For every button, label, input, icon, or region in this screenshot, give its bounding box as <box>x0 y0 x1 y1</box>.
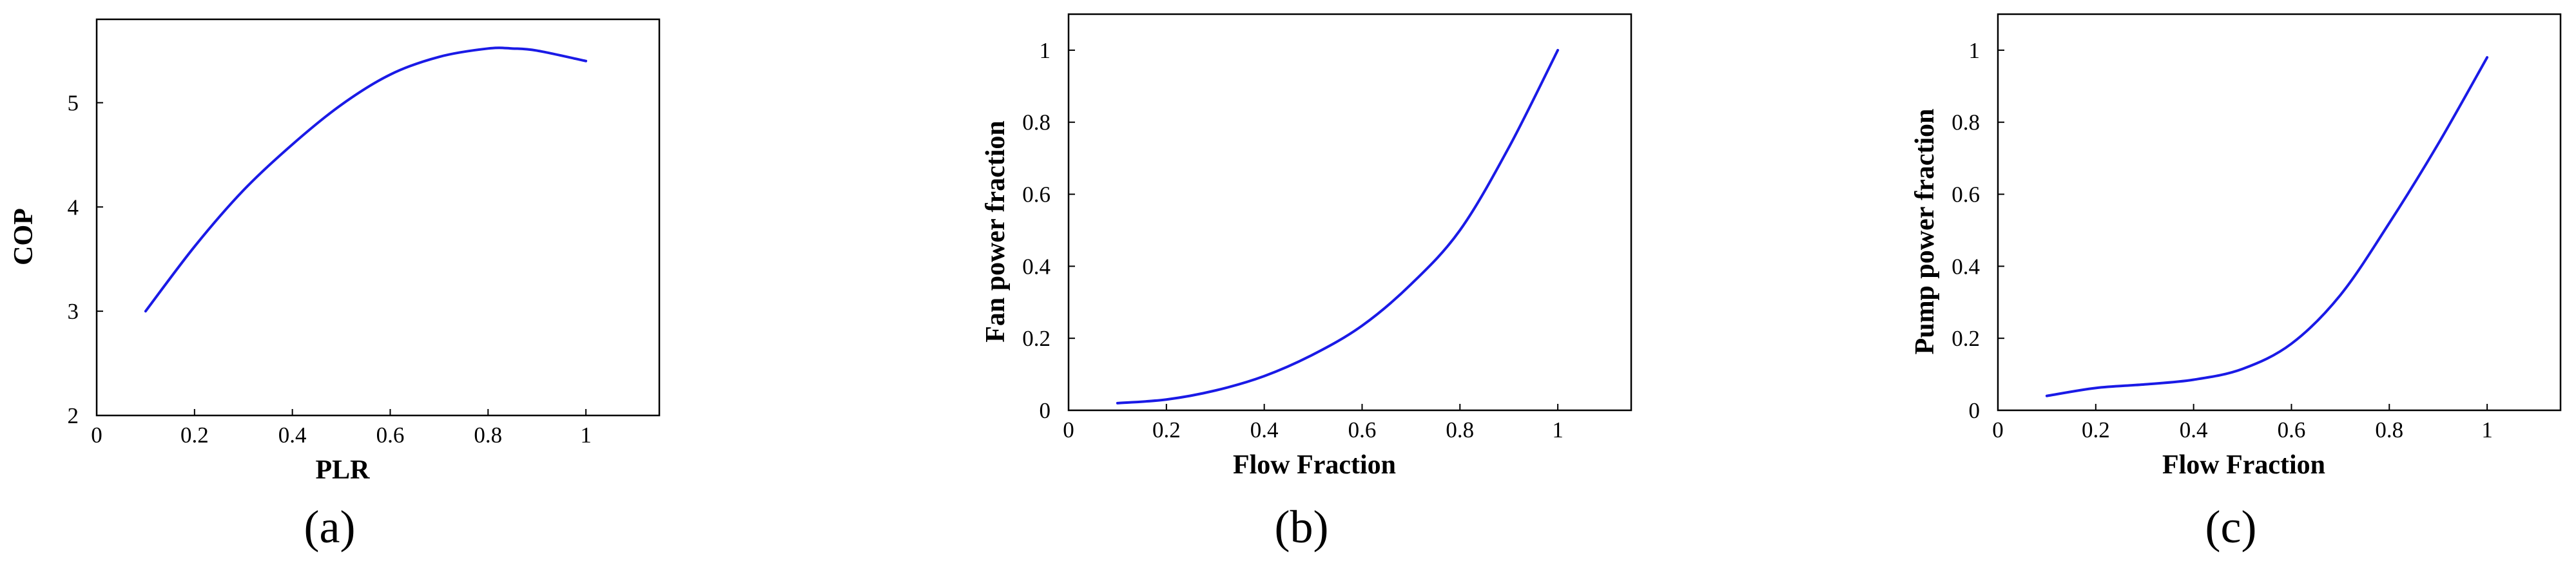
chart-panel-b: 0 0.2 0.4 0.6 0.8 1 0 0.2 0.4 0.6 0.8 1 Flow Fractio… <box>981 13 1632 553</box>
y-tick-label: 0.6 <box>1022 182 1051 207</box>
y-tick-label: 0.8 <box>1951 110 1980 135</box>
plot-frame <box>1067 13 1632 412</box>
plot-frame <box>95 18 661 417</box>
plot-frame <box>1997 13 2562 412</box>
chart-panel-c: 0 0.2 0.4 0.6 0.8 1 0 0.2 0.4 0.6 0.8 1 Flow Fractio… <box>1910 13 2562 553</box>
y-tick-label: 3 <box>68 299 79 324</box>
y-axis-title: Fan power fraction <box>981 120 1011 343</box>
x-axis-title: PLR <box>316 455 371 485</box>
x-tick-label: 0.2 <box>180 423 209 448</box>
y-tick-label: 0.8 <box>1022 110 1051 135</box>
x-tick-label: 0.4 <box>2180 417 2208 443</box>
y-tick-label: 0 <box>1969 398 1980 423</box>
y-axis-title: COP <box>9 208 39 265</box>
y-tick-label: 1 <box>1040 38 1051 63</box>
x-tick-label: 0.4 <box>1250 417 1279 443</box>
y-tick-label: 0 <box>1040 398 1051 423</box>
y-tick-label: 0.2 <box>1951 326 1980 351</box>
panel-label: (b) <box>1275 501 1329 553</box>
y-tick-label: 1 <box>1969 38 1980 63</box>
y-tick-label: 0.4 <box>1951 254 1980 279</box>
x-tick-label: 0.6 <box>1348 417 1377 443</box>
chart-panel-a: 0 0.2 0.4 0.6 0.8 1 2 3 4 5 PLR COP (a) <box>9 18 661 553</box>
x-tick-label: 0.6 <box>376 423 405 448</box>
y-tick-label: 0.4 <box>1022 254 1051 279</box>
x-tick-label: 0.8 <box>1446 417 1474 443</box>
x-tick-label: 0.2 <box>2082 417 2110 443</box>
series-line <box>2045 56 2489 397</box>
x-tick-label: 0 <box>1992 417 2004 443</box>
series-line <box>144 46 588 313</box>
series-line <box>1116 48 1560 405</box>
y-tick-label: 0.6 <box>1951 182 1980 207</box>
x-tick-label: 0 <box>91 423 102 448</box>
x-tick-label: 0.4 <box>278 423 307 448</box>
panel-label: (c) <box>2205 501 2257 553</box>
y-tick-label: 0.2 <box>1022 326 1051 351</box>
x-axis-title: Flow Fraction <box>1233 450 1396 480</box>
x-tick-label: 0 <box>1063 417 1074 443</box>
x-tick-label: 0.8 <box>474 423 502 448</box>
x-tick-label: 0.8 <box>2375 417 2403 443</box>
y-tick-label: 5 <box>68 90 79 115</box>
y-tick-label: 2 <box>68 403 79 428</box>
x-tick-label: 1 <box>1552 417 1564 443</box>
x-tick-label: 0.6 <box>2278 417 2306 443</box>
x-axis-title: Flow Fraction <box>2162 450 2325 480</box>
y-tick-label: 4 <box>68 195 79 220</box>
x-tick-label: 0.2 <box>1152 417 1181 443</box>
x-tick-label: 1 <box>2481 417 2493 443</box>
panel-label: (a) <box>304 501 356 553</box>
x-tick-label: 1 <box>580 423 592 448</box>
y-axis-title: Pump power fraction <box>1910 109 1940 355</box>
